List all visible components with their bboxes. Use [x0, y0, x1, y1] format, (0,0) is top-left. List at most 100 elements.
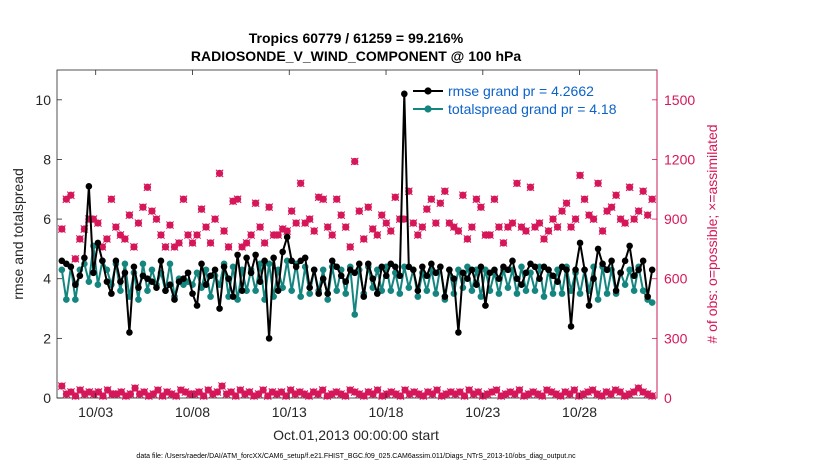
obs-low-assimilated-point	[318, 386, 327, 395]
obs-assimilated-point	[215, 169, 224, 178]
spread-point	[603, 290, 611, 297]
obs-assimilated-point	[296, 179, 305, 188]
rmse-point	[315, 290, 322, 297]
rmse-point	[545, 266, 552, 274]
obs-low-assimilated-point	[57, 382, 66, 391]
rmse-point	[518, 281, 525, 288]
rmse-point	[81, 254, 88, 262]
rmse-point	[189, 290, 196, 297]
rmse-point	[67, 263, 75, 271]
obs-assimilated-point	[472, 195, 481, 204]
y-left-tick-label: 8	[43, 151, 51, 167]
rmse-point	[355, 260, 363, 268]
obs-assimilated-point	[224, 242, 233, 251]
y-left-tick-label: 2	[43, 330, 51, 346]
rmse-point	[126, 329, 133, 336]
spread-point	[414, 293, 422, 300]
obs-assimilated-point	[193, 231, 202, 239]
rmse-point	[148, 278, 156, 286]
obs-assimilated-point	[580, 195, 589, 204]
obs-assimilated-point	[521, 227, 530, 236]
obs-assimilated-point	[188, 238, 197, 247]
obs-low-assimilated-point	[213, 388, 222, 397]
obs-assimilated-point	[364, 203, 373, 212]
rmse-point	[563, 266, 570, 274]
obs-assimilated-point	[648, 195, 657, 204]
rmse-point	[234, 251, 241, 259]
obs-assimilated-point	[373, 231, 382, 239]
obs-low-assimilated-point	[538, 392, 547, 401]
y-axis-label-right: # of obs: o=possible; ×=assimilated	[704, 124, 720, 343]
rmse-point	[76, 272, 84, 280]
rmse-point	[337, 272, 345, 280]
rmse-point	[382, 272, 390, 280]
obs-assimilated-point	[621, 219, 630, 228]
rmse-point	[617, 269, 624, 277]
rmse-point	[193, 302, 201, 309]
obs-assimilated-point	[463, 234, 472, 243]
obs-assimilated-point	[134, 219, 143, 228]
spread-point	[531, 287, 539, 294]
obs-assimilated-point	[535, 219, 544, 228]
rmse-point	[216, 305, 223, 312]
obs-low-assimilated-point	[199, 392, 208, 401]
rmse-point	[612, 287, 620, 294]
spread-point	[518, 263, 525, 271]
rmse-point	[225, 275, 232, 283]
obs-low-assimilated-point	[231, 392, 240, 401]
obs-assimilated-point	[166, 221, 174, 230]
spread-point	[522, 287, 530, 294]
obs-assimilated-point	[431, 219, 440, 228]
y-left-tick-label: 0	[43, 390, 51, 406]
rmse-point	[621, 257, 629, 265]
rmse-point	[428, 260, 435, 268]
rmse-point	[536, 275, 543, 283]
spread-point	[504, 284, 512, 291]
rmse-point	[554, 278, 561, 286]
obs-assimilated-point	[242, 238, 251, 247]
rmse-point	[94, 239, 102, 247]
spread-point	[540, 293, 548, 300]
spread-point	[85, 278, 93, 286]
rmse-point	[279, 248, 286, 256]
spread-point	[558, 290, 566, 297]
obs-assimilated-point	[129, 242, 138, 251]
spread-point	[252, 287, 259, 294]
rmse-point	[608, 257, 615, 265]
obs-assimilated-point	[571, 215, 580, 224]
rmse-point	[112, 257, 120, 265]
obs-assimilated-point	[197, 205, 206, 214]
chart-title-line2: RADIOSONDE_V_WIND_COMPONENT @ 100 hPa	[191, 48, 521, 64]
spread-point	[567, 287, 575, 294]
rmse-point	[419, 263, 426, 271]
obs-assimilated-point	[508, 219, 517, 228]
spread-point	[387, 287, 395, 294]
spread-point	[193, 269, 201, 277]
obs-assimilated-point	[156, 231, 165, 239]
rmse-point	[504, 266, 512, 274]
obs-assimilated-point	[120, 234, 129, 243]
spread-point	[306, 290, 313, 297]
obs-low-assimilated-point	[282, 392, 291, 401]
rmse-point	[450, 275, 458, 283]
spread-point	[630, 287, 638, 294]
obs-assimilated-point	[594, 179, 603, 188]
x-tick-label: 10/03	[78, 404, 113, 420]
spread-point	[468, 287, 476, 294]
spread-point	[324, 296, 332, 303]
rmse-point	[108, 290, 115, 297]
obs-assimilated-point	[639, 187, 648, 196]
obs-assimilated-point	[625, 183, 634, 192]
rmse-point	[252, 251, 259, 259]
x-tick-label: 10/13	[272, 404, 307, 420]
obs-assimilated-point	[476, 203, 485, 212]
spread-point	[202, 266, 210, 274]
obs-assimilated-point	[576, 171, 585, 180]
obs-assimilated-point	[436, 199, 445, 208]
spread-point	[319, 266, 327, 274]
rmse-point	[441, 293, 449, 300]
y-left-tick-label: 10	[35, 92, 51, 108]
rmse-point	[495, 275, 503, 283]
spread-point	[549, 290, 557, 297]
